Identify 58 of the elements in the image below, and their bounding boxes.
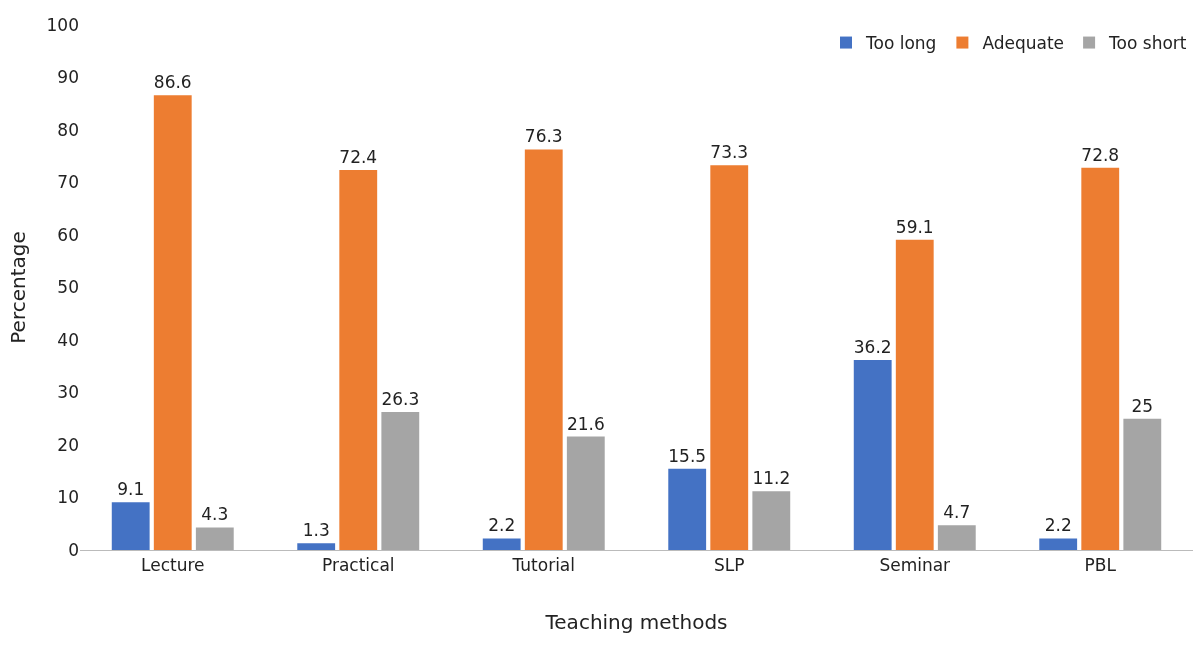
y-tick-label: 100 — [46, 14, 79, 35]
legend-label: Too long — [865, 33, 937, 54]
data-label: 73.3 — [710, 142, 749, 163]
bar — [195, 527, 234, 550]
data-label: 1.3 — [302, 520, 330, 541]
data-label: 2.2 — [1044, 515, 1072, 536]
bar — [297, 543, 336, 550]
data-label: 72.4 — [339, 146, 378, 167]
y-tick-label: 10 — [57, 487, 79, 508]
data-label: 86.6 — [153, 72, 192, 93]
data-label: 25 — [1131, 395, 1154, 416]
bar — [853, 359, 892, 550]
data-label: 72.8 — [1081, 144, 1120, 165]
bar — [937, 525, 976, 550]
bar — [524, 149, 563, 550]
bar — [1123, 418, 1162, 550]
bar — [1081, 167, 1120, 550]
legend-label: Too short — [1108, 33, 1187, 54]
legend-label: Adequate — [982, 33, 1065, 54]
data-label: 2.2 — [488, 515, 516, 536]
bar — [381, 411, 420, 550]
bar — [566, 436, 605, 550]
x-axis-title: Teaching methods — [544, 609, 728, 634]
x-tick-label: SLP — [713, 555, 745, 576]
y-tick-label: 20 — [57, 434, 79, 455]
bar — [153, 95, 192, 550]
bar — [339, 169, 378, 550]
data-label: 15.5 — [668, 445, 707, 466]
data-label: 36.2 — [853, 336, 892, 357]
y-tick-label: 50 — [57, 277, 79, 298]
x-tick-label: PBL — [1084, 555, 1117, 576]
bar — [482, 538, 521, 550]
y-tick-label: 40 — [57, 329, 79, 350]
bar — [668, 468, 707, 550]
y-tick-label: 30 — [57, 382, 79, 403]
x-tick-label: Practical — [321, 555, 395, 576]
data-label: 4.7 — [943, 502, 971, 523]
y-axis-title: Percentage — [6, 231, 31, 344]
bar — [710, 165, 749, 550]
y-tick-label: 0 — [68, 539, 79, 560]
data-label: 9.1 — [117, 479, 145, 500]
x-tick-label: Lecture — [141, 555, 205, 576]
data-label: 26.3 — [381, 388, 420, 409]
data-label: 11.2 — [752, 468, 791, 489]
y-tick-label: 80 — [57, 119, 79, 140]
y-tick-label: 90 — [57, 67, 79, 88]
y-tick-label: 70 — [57, 172, 79, 193]
bar — [895, 239, 934, 550]
data-label: 4.3 — [201, 504, 229, 525]
data-label: 59.1 — [895, 216, 934, 237]
x-tick-label: Tutorial — [511, 555, 575, 576]
y-tick-label: 60 — [57, 224, 79, 245]
data-label: 21.6 — [566, 413, 605, 434]
bar — [752, 491, 791, 550]
bar — [111, 502, 150, 550]
x-tick-label: Seminar — [879, 555, 951, 576]
bar — [1039, 538, 1078, 550]
data-label: 76.3 — [524, 126, 563, 147]
